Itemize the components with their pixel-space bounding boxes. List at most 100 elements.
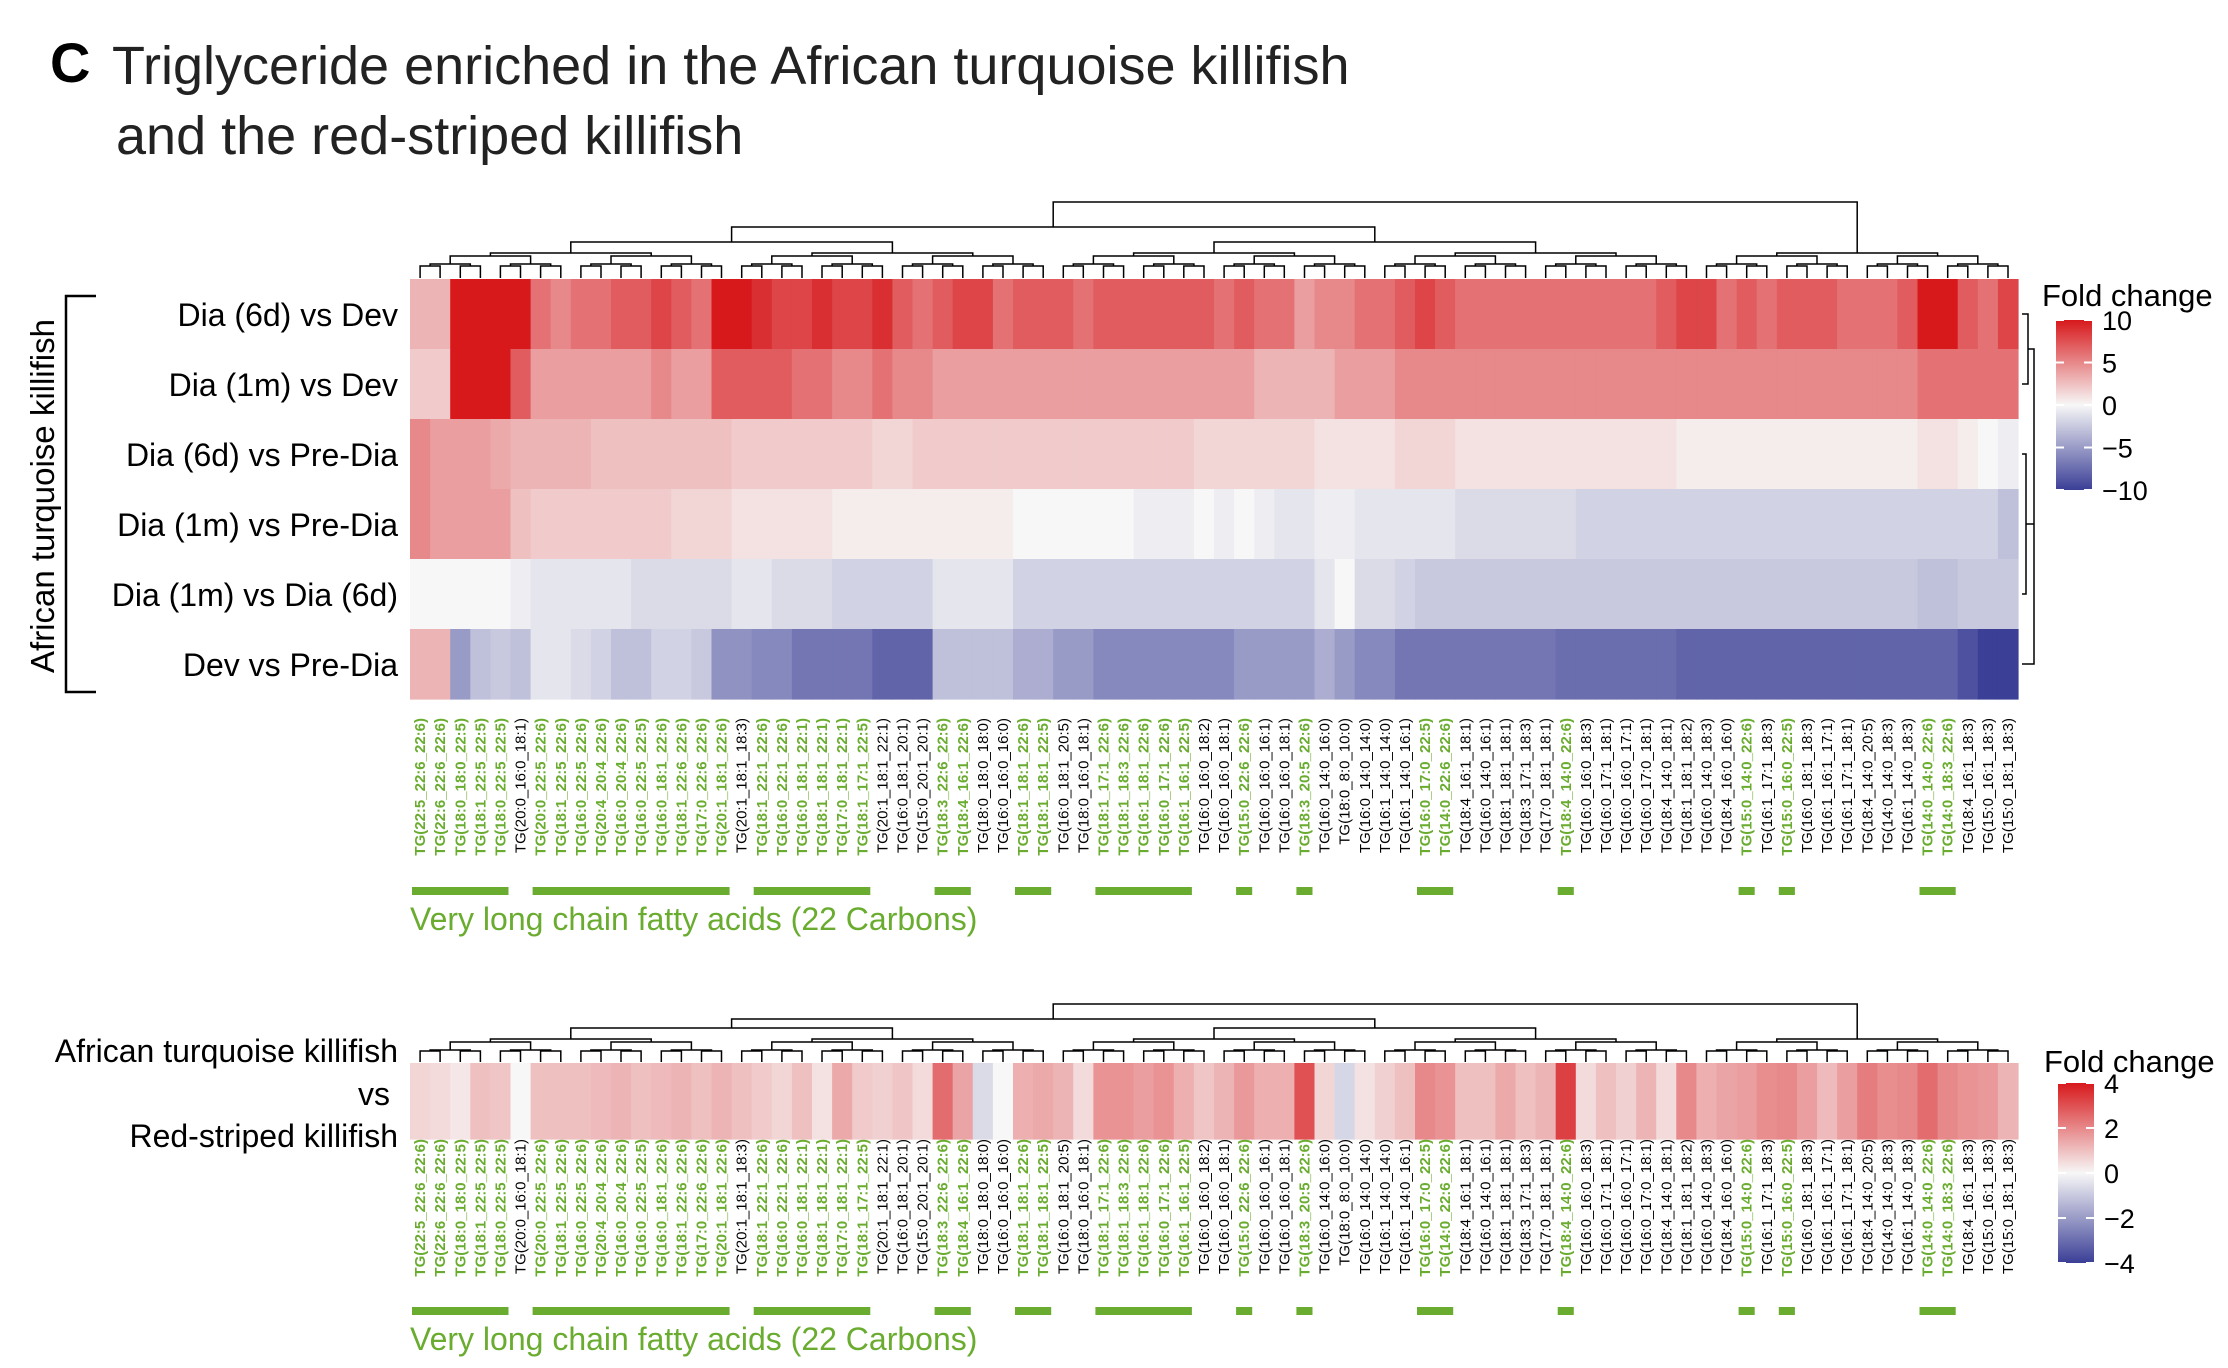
- heatmap-cell: [1817, 559, 1838, 630]
- heatmap-bottom: African turquoise killifish vs Red-strip…: [55, 1003, 2215, 1357]
- dendrogram-branch: [1575, 1041, 1657, 1050]
- column-label: TG(18:1_18:1_22:5): [1035, 718, 1052, 856]
- heatmap-cell: [1254, 419, 1275, 490]
- heatmap-cell: [1193, 349, 1215, 420]
- dendrogram-branch: [1253, 255, 1336, 264]
- column-label: TG(16:0_14:0_18:3): [1699, 718, 1716, 853]
- heatmap-cell: [1917, 629, 1939, 700]
- heatmap-cell: [1917, 279, 1939, 350]
- heatmap-cell: [691, 349, 713, 420]
- heatmap-cell: [1977, 629, 1999, 700]
- heatmap-cell: [812, 349, 833, 420]
- dendrogram-branch: [1092, 1041, 1175, 1050]
- column-label: TG(20:4_20:4_22:6): [593, 1139, 610, 1277]
- heatmap-cell: [1173, 1063, 1195, 1140]
- row-dendrogram-branch: [2022, 453, 2027, 595]
- heatmap-cell: [510, 349, 532, 420]
- heatmap-cell: [812, 419, 833, 490]
- dendrogram-branch: [1052, 201, 1858, 253]
- row-label: Dia (6d) vs Pre-Dia: [126, 437, 398, 473]
- heatmap-cell: [470, 279, 491, 350]
- heatmap-cell: [1937, 419, 1959, 490]
- legend-tick-label: −4: [2104, 1249, 2135, 1279]
- dendrogram-branch: [610, 1041, 693, 1050]
- column-label: TG(22:6_22:6_22:6): [432, 718, 449, 856]
- heatmap-cell: [711, 419, 733, 490]
- heatmap-cell: [1917, 1063, 1939, 1140]
- heatmap-cell: [1073, 559, 1094, 630]
- heatmap-cell: [992, 279, 1014, 350]
- heatmap-cell: [912, 349, 934, 420]
- row-dendrogram-branch: [2022, 313, 2029, 385]
- heatmap-cell: [832, 629, 853, 700]
- heatmap-cell: [651, 1063, 672, 1140]
- heatmap-cell: [1354, 279, 1376, 350]
- column-label: TG(22:5_22:6_22:6): [412, 1139, 429, 1277]
- column-label: TG(16:0_18:1_20:1): [895, 718, 912, 853]
- heatmap-cell: [430, 279, 451, 350]
- heatmap-cell: [1837, 279, 1858, 350]
- heatmap-cell: [1997, 559, 2019, 630]
- heatmap-cell: [691, 489, 713, 560]
- heatmap-cell: [791, 559, 813, 630]
- dendrogram-branch: [1735, 1041, 1818, 1050]
- dendrogram-branch: [1414, 255, 1497, 264]
- dendrogram-branch: [580, 265, 602, 278]
- dendrogram-branch: [1906, 1050, 1929, 1062]
- heatmap-cell: [832, 559, 853, 630]
- dendrogram-branch: [1575, 255, 1657, 264]
- heatmap-cell: [1857, 629, 1878, 700]
- heatmap-cell: [992, 349, 1014, 420]
- dendrogram-branch: [1504, 265, 1527, 278]
- heatmap-cell: [1455, 349, 1476, 420]
- column-label: TG(16:0_18:1_22:1): [794, 718, 811, 856]
- heatmap-cell: [1716, 629, 1738, 700]
- heatmap-cell: [912, 1063, 934, 1140]
- dendrogram-branch: [570, 1027, 894, 1039]
- vlcfa-underline: [1417, 1307, 1454, 1315]
- heatmap-cell: [972, 489, 994, 560]
- heatmap-cell: [1093, 489, 1115, 560]
- heatmap-cell: [590, 1063, 612, 1140]
- heatmap-cell: [1354, 349, 1376, 420]
- heatmap-cell: [1475, 349, 1496, 420]
- heatmap-cell: [611, 1063, 632, 1140]
- heatmap-cell: [1796, 419, 1818, 490]
- dendrogram-branch: [1424, 1050, 1446, 1062]
- heatmap-cell: [1294, 489, 1316, 560]
- column-label: TG(16:1_14:0_16:1): [1397, 718, 1414, 853]
- heatmap-cell: [1274, 489, 1295, 560]
- heatmap-cell: [1254, 279, 1275, 350]
- heatmap-cell: [570, 419, 592, 490]
- dendrogram-branch: [1102, 265, 1125, 278]
- heatmap-cell: [1515, 559, 1537, 630]
- column-label: TG(16:0_18:1_18:3): [1799, 1139, 1816, 1274]
- heatmap-cell: [1616, 629, 1637, 700]
- heatmap-cell: [1877, 489, 1898, 560]
- vlcfa-underline: [753, 1307, 871, 1315]
- heatmap-cell: [1254, 559, 1275, 630]
- heatmap-cell: [671, 349, 692, 420]
- dendrogram-branch: [1092, 255, 1175, 264]
- heatmap-cell: [1857, 349, 1878, 420]
- heatmap-cell: [852, 629, 873, 700]
- column-label: TG(16:0_17:1_22:6): [1156, 1139, 1173, 1277]
- column-label: TG(18:4_14:0_22:6): [1558, 718, 1575, 856]
- heatmap-cell: [1113, 489, 1135, 560]
- column-label: TG(18:3_22:6_22:6): [935, 1139, 952, 1277]
- legend-tick-label: 0: [2104, 1159, 2119, 1189]
- heatmap-cell: [972, 279, 994, 350]
- heatmap-cell: [570, 629, 592, 700]
- heatmap-cell: [1716, 279, 1738, 350]
- heatmap-cell: [1817, 349, 1838, 420]
- column-label: TG(18:4_14:0_18:1): [1658, 1139, 1675, 1274]
- dendrogram-branch: [1665, 1050, 1688, 1062]
- heatmap-cell: [1616, 559, 1637, 630]
- column-label: TG(17:0_18:1_22:1): [834, 1139, 851, 1277]
- dendrogram-branch: [1253, 1041, 1336, 1050]
- footnote-label-top: Very long chain fatty acids (22 Carbons): [410, 901, 977, 937]
- heatmap-cell: [852, 1063, 873, 1140]
- heatmap-cell: [1153, 349, 1175, 420]
- heatmap-cell: [1515, 349, 1537, 420]
- heatmap-cell: [972, 1063, 994, 1140]
